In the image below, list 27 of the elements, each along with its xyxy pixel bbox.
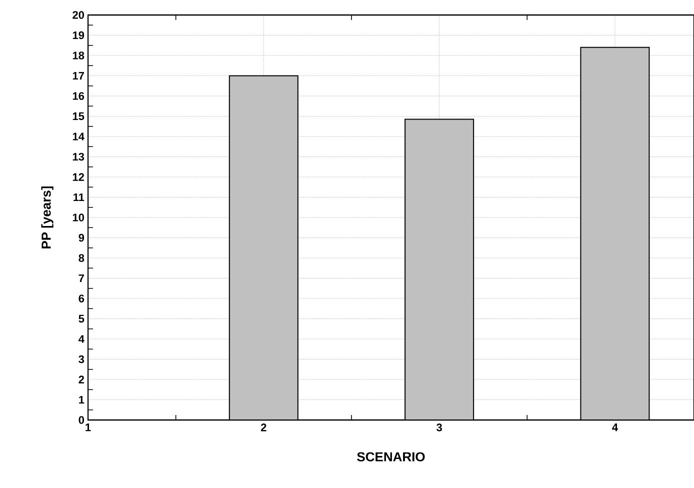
y-tick-label: 10 [72, 214, 84, 222]
y-tick-label: 9 [78, 234, 84, 242]
y-tick-label: 11 [74, 193, 84, 202]
y-tick-label: 3 [78, 355, 84, 364]
y-tick-label: 15 [72, 112, 84, 120]
y-tick-label: 20 [72, 11, 84, 19]
y-tick-label: 0 [78, 416, 84, 424]
y-tick-label: 6 [78, 294, 84, 302]
y-tick-label: 7 [78, 274, 84, 282]
x-tick-label: 2 [260, 424, 266, 432]
y-tick-label: 18 [72, 52, 84, 60]
y-tick-label: 1 [79, 396, 84, 404]
y-tick-label: 17 [72, 72, 84, 80]
x-axis-title: SCENARIO [357, 452, 425, 462]
x-tick-label: 3 [436, 424, 442, 432]
x-tick-label: 4 [612, 424, 618, 432]
y-tick-label: 12 [72, 173, 84, 181]
y-tick-label: 16 [72, 92, 84, 100]
y-tick-label: 14 [72, 132, 84, 140]
y-tick-label: 4 [78, 335, 84, 343]
y-tick-label: 5 [78, 314, 84, 323]
y-tick-label: 13 [72, 152, 84, 161]
x-tick-label: 1 [86, 424, 91, 432]
y-tick-label: 19 [72, 31, 84, 40]
y-axis-title: PP [years] [41, 186, 54, 248]
y-tick-label: 8 [78, 254, 84, 262]
y-tick-label: 2 [78, 376, 84, 384]
